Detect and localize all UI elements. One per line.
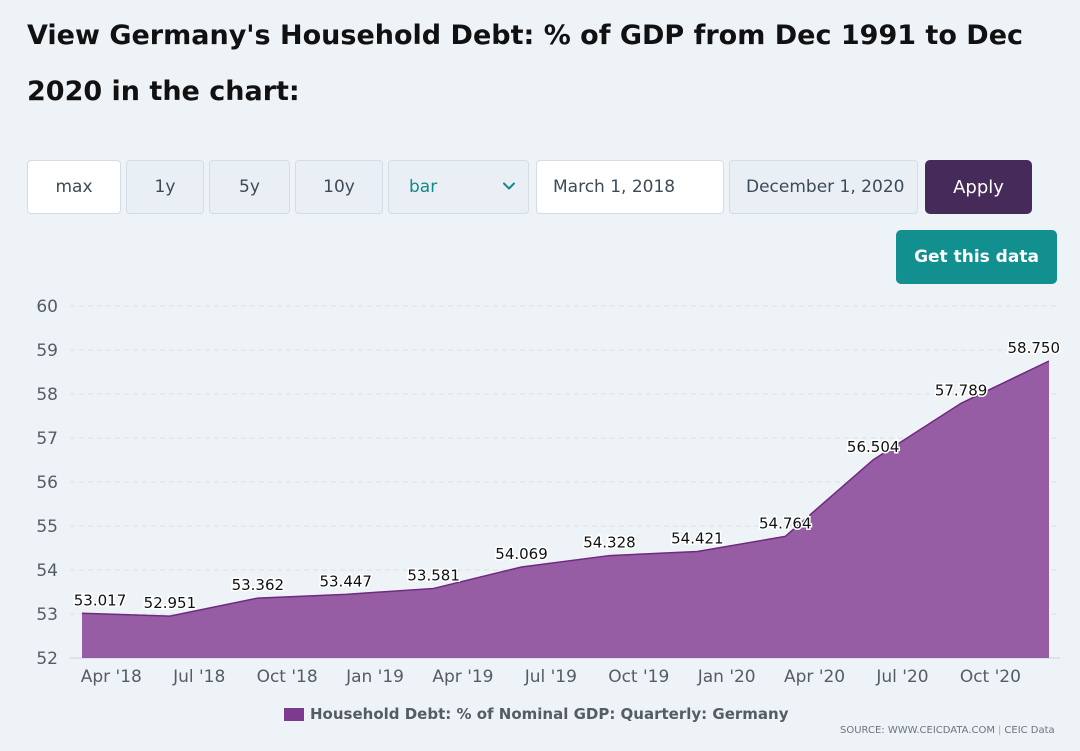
source-credit: SOURCE: WWW.CEICDATA.COM | CEIC Data — [840, 725, 1055, 736]
chart-type-value: bar — [409, 177, 438, 197]
y-tick-label: 53 — [36, 605, 58, 625]
y-tick-label: 55 — [36, 517, 58, 537]
source-text: SOURCE: WWW.CEICDATA.COM — [840, 725, 996, 736]
range-max-button[interactable]: max — [27, 160, 121, 214]
series-area — [81, 360, 1050, 658]
chart-legend[interactable]: Household Debt: % of Nominal GDP: Quarte… — [284, 704, 788, 724]
data-label: 53.362 — [232, 576, 285, 594]
data-label: 53.581 — [407, 566, 460, 584]
page-title: View Germany's Household Debt: % of GDP … — [27, 20, 1024, 107]
y-tick-label: 54 — [36, 561, 58, 581]
x-tick-label: Jul '18 — [172, 667, 225, 687]
y-tick-label: 59 — [36, 341, 58, 361]
x-tick-label: Apr '18 — [81, 667, 142, 687]
y-axis-ticks: 52 53 54 55 56 57 58 59 60 — [36, 297, 58, 669]
source-separator: | — [998, 725, 1002, 736]
y-tick-label: 56 — [36, 473, 58, 493]
x-axis-ticks: Apr '18 Jul '18 Oct '18 Jan '19 Apr '19 Jul '… — [81, 667, 1021, 687]
data-label: 54.421 — [671, 529, 724, 547]
data-labels: 53.017 52.951 53.362 53.447 53.581 54.069 54.3… — [72, 338, 1061, 614]
y-tick-label: 52 — [36, 649, 58, 669]
data-label: 58.750 — [1008, 339, 1061, 357]
range-10y-button[interactable]: 10y — [295, 160, 383, 214]
data-label: 54.764 — [759, 514, 812, 532]
data-label: 54.328 — [583, 534, 636, 552]
get-this-data-button[interactable]: Get this data — [896, 230, 1057, 284]
data-label: 57.789 — [935, 381, 988, 399]
data-label: 54.069 — [495, 545, 548, 563]
data-label: 53.017 — [74, 591, 127, 609]
x-tick-label: Oct '19 — [608, 667, 669, 687]
range-5y-button[interactable]: 5y — [209, 160, 290, 214]
data-label: 52.951 — [144, 594, 197, 612]
data-label: 56.504 — [847, 438, 900, 456]
start-date-input[interactable]: March 1, 2018 — [536, 160, 724, 214]
chevron-down-icon — [503, 182, 515, 190]
x-tick-label: Jan '20 — [697, 667, 756, 687]
end-date-input[interactable]: December 1, 2020 — [729, 160, 918, 214]
x-tick-label: Jul '19 — [524, 667, 577, 687]
x-tick-label: Apr '19 — [432, 667, 493, 687]
legend-swatch — [284, 707, 304, 721]
x-tick-label: Oct '20 — [960, 667, 1021, 687]
legend-label: Household Debt: % of Nominal GDP: Quarte… — [310, 705, 789, 723]
x-tick-label: Oct '18 — [257, 667, 318, 687]
x-tick-label: Jan '19 — [345, 667, 404, 687]
x-tick-label: Jul '20 — [875, 667, 928, 687]
area-fill — [82, 361, 1049, 658]
x-tick-label: Apr '20 — [784, 667, 845, 687]
data-label: 53.447 — [319, 572, 372, 590]
range-1y-button[interactable]: 1y — [126, 160, 204, 214]
apply-button[interactable]: Apply — [925, 160, 1032, 214]
series-line — [81, 360, 1050, 617]
source-brand: CEIC Data — [1004, 725, 1055, 736]
y-tick-label: 60 — [36, 297, 58, 317]
chart-type-select[interactable]: bar — [388, 160, 529, 214]
y-tick-label: 57 — [36, 429, 58, 449]
y-tick-label: 58 — [36, 385, 58, 405]
